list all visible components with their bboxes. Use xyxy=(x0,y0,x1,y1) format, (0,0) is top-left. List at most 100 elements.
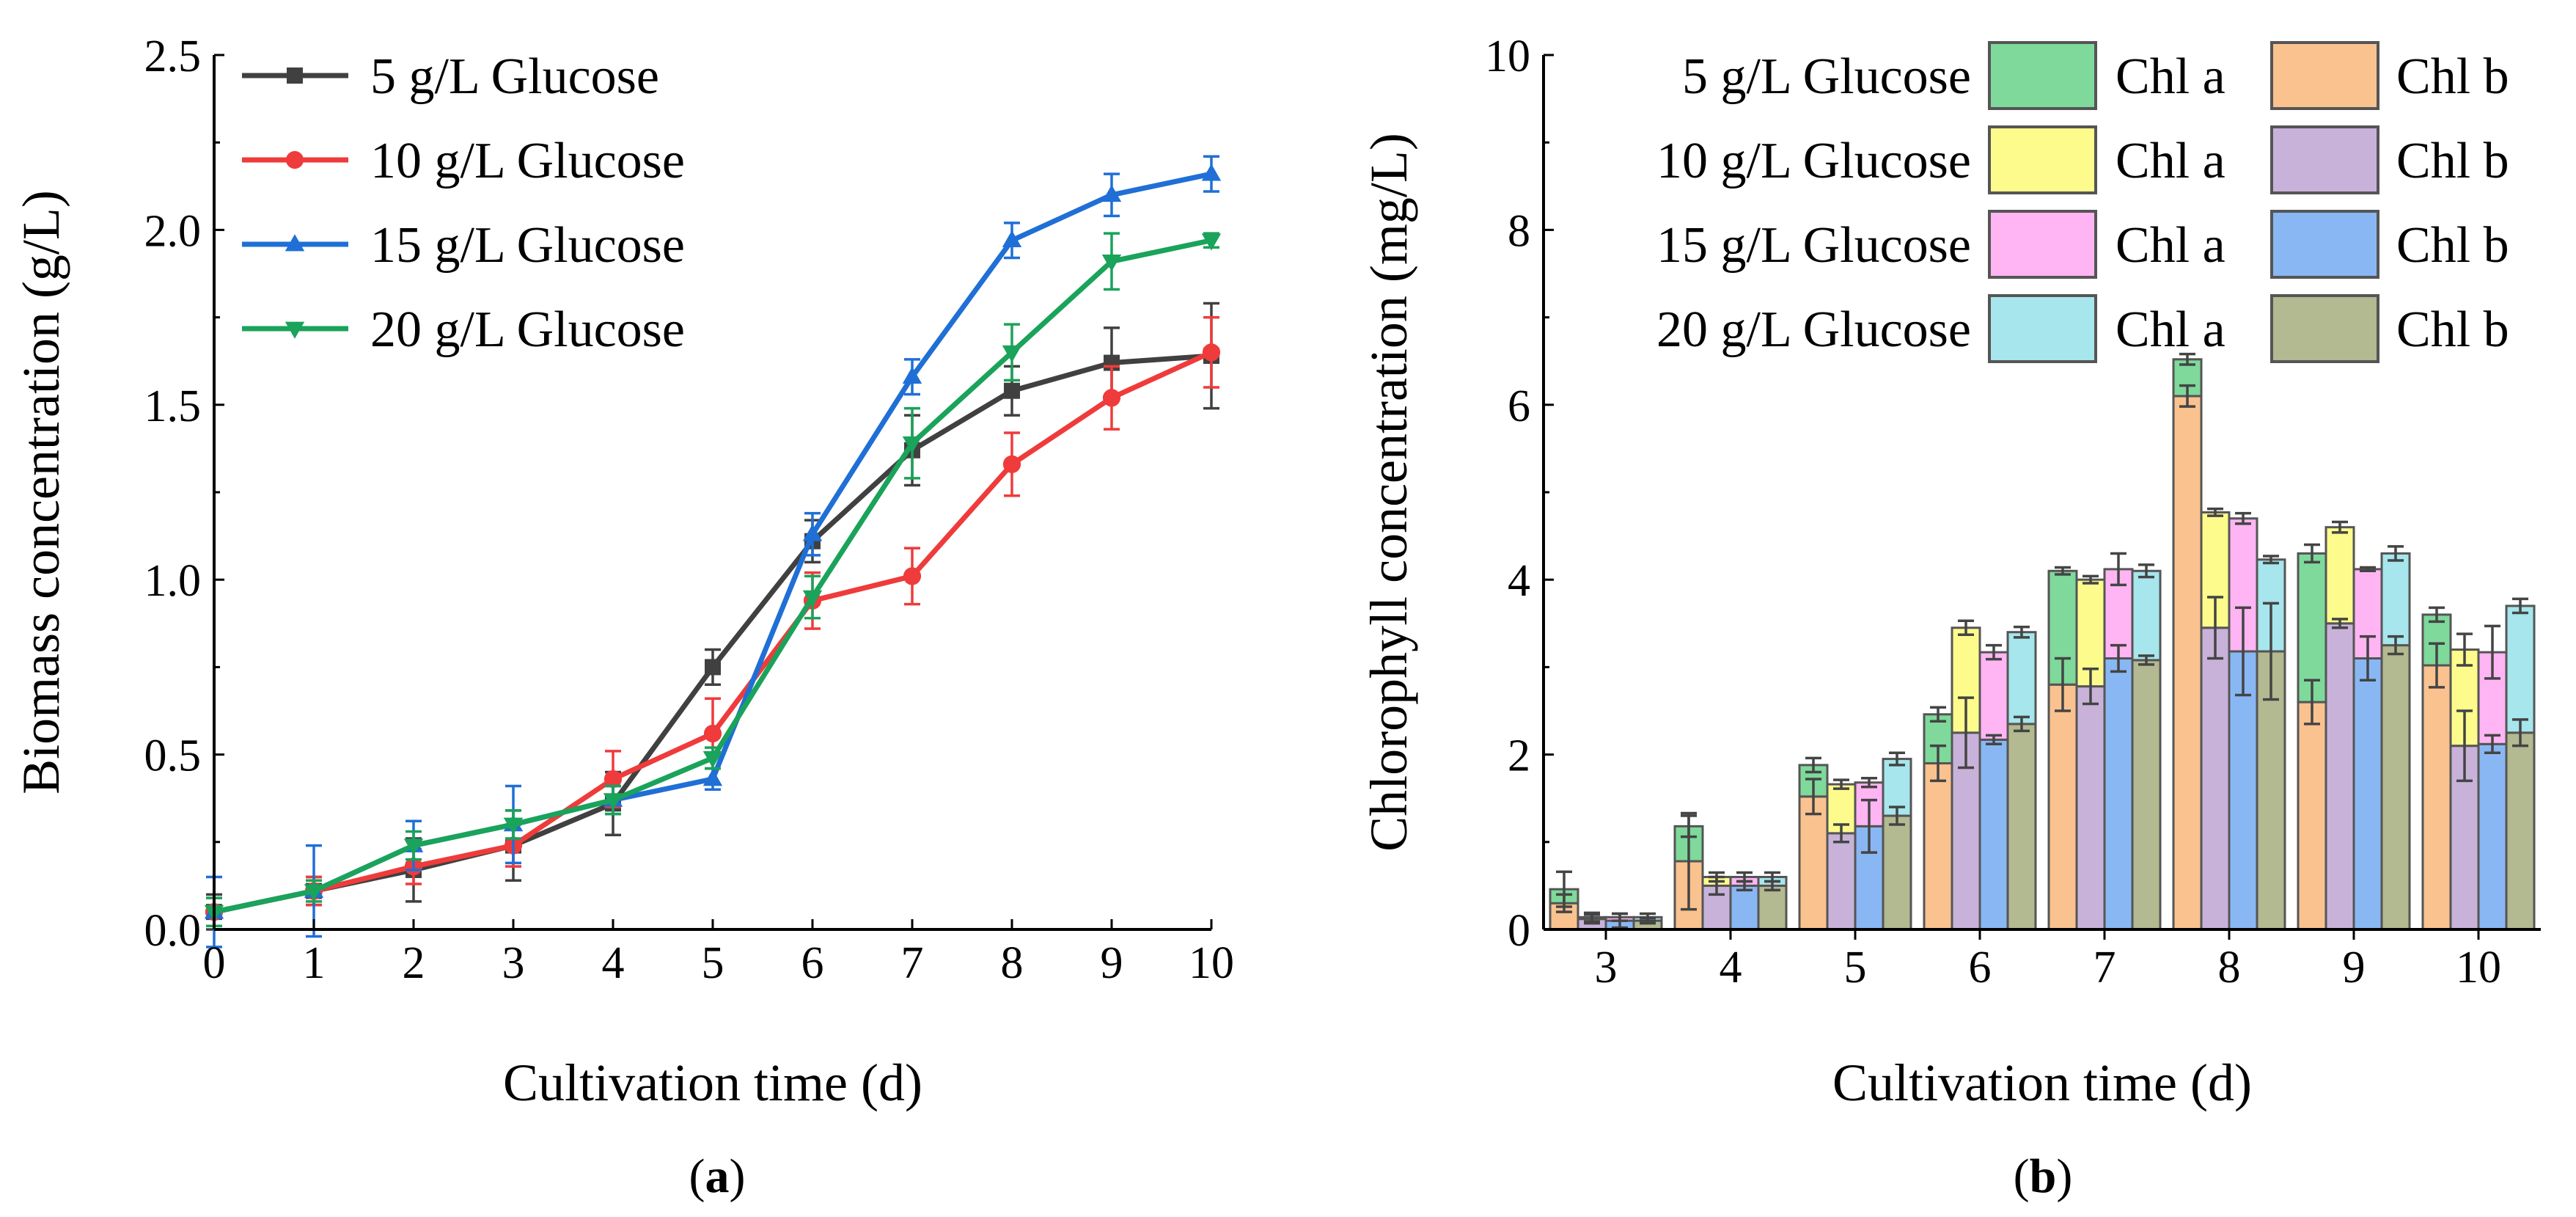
chart-b-y-tick-label: 4 xyxy=(1508,556,1530,606)
chart-b-error-bar-chl-b xyxy=(2055,657,2071,712)
chart-b-x-tick-label: 6 xyxy=(1969,943,1992,993)
chart-b-legend-chl-b-label: Chl b xyxy=(2396,301,2509,358)
chart-b-category-4 xyxy=(1673,811,1788,931)
chart-a-series-4 xyxy=(204,232,1222,927)
chart-b-error-bar-total xyxy=(2110,552,2127,587)
chart-a-data-point xyxy=(1201,233,1222,251)
chart-b-category-5 xyxy=(1798,751,1912,931)
chart-b-error-bar-total xyxy=(2179,352,2195,366)
chart-b-error-bar-total xyxy=(1556,870,1572,908)
chart-b-y-axis-label: Chlorophyll concentration (mg/L) xyxy=(1359,133,1418,852)
chart-b-error-bar-total xyxy=(2484,624,2500,680)
chart-b-error-bar-chl-b xyxy=(2263,602,2279,701)
chart-b-legend-row: 10 g/L Glucose Chl a Chl b xyxy=(1656,125,2509,194)
chart-b-error-bar-chl-b xyxy=(2456,709,2473,783)
chart-a-series-line xyxy=(213,353,1212,915)
chart-b-error-bar-chl-b xyxy=(1833,823,1849,844)
chart-b-legend-swatch-chl-b xyxy=(2270,210,2379,279)
chart-b-bar-chl-b xyxy=(1923,762,1953,931)
chart-b-bar-chl-b xyxy=(1729,884,1760,931)
chart-b-legend-swatch-chl-a xyxy=(1988,210,2097,279)
chart-a-y-tick-label: 0.5 xyxy=(144,731,202,781)
chart-a-legend-label: 20 g/L Glucose xyxy=(370,301,685,358)
chart-b-error-bar-total xyxy=(1584,911,1600,924)
chart-b-legend-chl-b-label: Chl b xyxy=(2396,217,2509,274)
chart-b-error-bar-total xyxy=(1805,756,1821,774)
chart-b-bar-chl-b xyxy=(2477,742,2508,931)
chart-b-error-bar-chl-b xyxy=(2207,596,2223,660)
chart-b-error-bar-total xyxy=(2263,555,2279,565)
chart-a-legend-label: 5 g/L Glucose xyxy=(370,48,659,105)
chart-b-error-bar-chl-b xyxy=(1805,778,1821,816)
panel-a-label: (a) xyxy=(689,1150,746,1203)
chart-b-bar-chl-b xyxy=(2131,659,2162,931)
chart-b-bar-chl-b xyxy=(2380,644,2411,931)
chart-a-data-point xyxy=(1101,254,1122,272)
chart-a-data-point xyxy=(1002,230,1022,248)
chart-b-x-tick-label: 4 xyxy=(1720,943,1742,993)
chart-a-x-tick-label: 10 xyxy=(1189,938,1234,988)
chart-a-x-tick-label: 7 xyxy=(901,938,924,988)
chart-b-error-bar-total xyxy=(1861,777,1877,789)
chart-a-biomass: 0 1 2 3 4 5 6 7 8 9 10 0.0 0.5 1.0 1.5 2.0 2.5 Cultivati… xyxy=(12,32,1234,1112)
chart-b-error-bar-total xyxy=(2055,566,2071,576)
chart-a-y-tick-label: 0.0 xyxy=(144,906,202,956)
chart-a-data-point xyxy=(1102,389,1121,407)
chart-a-legend: 5 g/L Glucose 10 g/L Glucose 15 g/L Glucos… xyxy=(242,48,685,358)
chart-b-bar-chl-b xyxy=(2352,657,2383,931)
chart-b-legend-swatch-chl-b xyxy=(2270,125,2379,194)
chart-b-category-7 xyxy=(2047,552,2162,931)
chart-b-bar-chl-a xyxy=(2324,526,2355,625)
chart-a-series-2 xyxy=(205,315,1221,927)
chart-b-legend-row: 5 g/L Glucose Chl a Chl b xyxy=(1682,41,2509,110)
chart-b-y-tick-label: 8 xyxy=(1508,206,1530,256)
chart-b-error-bar-total xyxy=(2014,625,2030,639)
chart-a-data-point xyxy=(603,770,623,789)
chart-a-series-3 xyxy=(204,155,1222,949)
chart-b-bar-chl-a xyxy=(1978,651,2009,741)
chart-b-x-tick-label: 5 xyxy=(1844,943,1867,993)
chart-b-error-bar-total xyxy=(2360,566,2376,573)
chart-b-error-bar-chl-b xyxy=(1889,805,1905,826)
chart-a-data-point xyxy=(902,366,922,384)
chart-b-bar-chl-a xyxy=(2380,552,2411,647)
chart-b-legend-row: 20 g/L Glucose Chl a Chl b xyxy=(1656,294,2509,363)
chart-b-error-bar-total xyxy=(2456,632,2473,667)
chart-b-legend-group-label: 20 g/L Glucose xyxy=(1656,301,1971,358)
chart-a-legend-marker xyxy=(285,234,305,252)
chart-b-error-bar-chl-b xyxy=(2332,618,2348,629)
chart-b-bar-chl-b xyxy=(1798,795,1829,931)
chart-b-bar-chl-b xyxy=(2006,723,2037,931)
chart-b-category-3 xyxy=(1549,870,1663,931)
chart-a-legend-item: 5 g/L Glucose xyxy=(242,48,659,105)
chart-a-legend-marker xyxy=(287,67,303,84)
chart-a-data-point xyxy=(802,524,823,541)
chart-b-category-6 xyxy=(1923,619,2037,931)
chart-b-error-bar-total xyxy=(1764,871,1780,883)
chart-a-y-tick-label: 2.5 xyxy=(144,32,202,81)
chart-b-legend-swatch-chl-a xyxy=(1988,294,2097,363)
chart-b-error-bar-chl-b xyxy=(2014,715,2030,733)
chart-b-bar-chl-b xyxy=(2047,683,2078,931)
chart-b-bar-chl-b xyxy=(2421,664,2452,931)
chart-b-error-bar-total xyxy=(1681,814,1697,838)
chart-b-bar-chl-b xyxy=(2103,657,2134,931)
chart-a-legend-label: 15 g/L Glucose xyxy=(370,217,685,274)
chart-a-data-point xyxy=(1004,382,1020,399)
chart-a-legend-item: 15 g/L Glucose xyxy=(242,217,685,274)
chart-b-legend-chl-a-label: Chl a xyxy=(2116,133,2225,189)
chart-b-error-bar-chl-b xyxy=(2304,679,2320,726)
chart-b-category-9 xyxy=(2297,520,2411,931)
chart-b-error-bar-total xyxy=(1612,912,1628,922)
chart-b-error-bar-chl-b xyxy=(2388,635,2404,656)
chart-b-bar-chl-a xyxy=(2297,552,2327,703)
chart-b-error-bar-total xyxy=(1709,871,1725,883)
chart-a-data-point xyxy=(1002,455,1021,473)
chart-b-error-bar-total xyxy=(2083,574,2099,585)
chart-a-x-tick-label: 3 xyxy=(502,938,525,988)
chart-a-x-tick-label: 5 xyxy=(702,938,724,988)
chart-b-chlorophyll: 3 4 5 6 7 8 9 10 0 2 4 6 8 10 Cultivation time (d) Ch… xyxy=(1359,32,2541,1112)
chart-b-legend-group-label: 10 g/L Glucose xyxy=(1656,133,1971,189)
chart-b-legend-chl-b-label: Chl b xyxy=(2396,48,2509,105)
chart-b-error-bar-chl-b xyxy=(2138,654,2154,666)
